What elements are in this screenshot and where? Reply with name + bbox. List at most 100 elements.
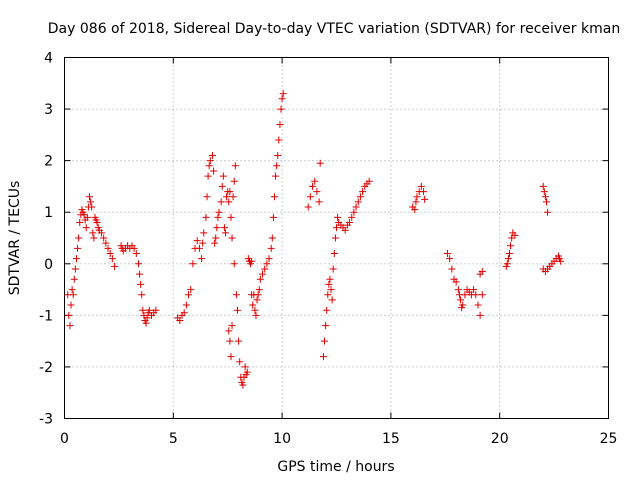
data-point xyxy=(83,213,91,221)
data-point xyxy=(206,157,214,165)
data-point xyxy=(261,265,269,273)
data-point xyxy=(176,317,184,325)
y-tick-label: 1 xyxy=(44,205,53,221)
data-point xyxy=(88,203,96,211)
data-points xyxy=(64,90,565,389)
data-point xyxy=(134,260,142,268)
data-point xyxy=(454,286,462,294)
data-point xyxy=(180,309,188,317)
data-point xyxy=(421,195,429,203)
data-point xyxy=(65,311,73,319)
data-point xyxy=(356,193,364,201)
data-point xyxy=(74,244,82,252)
data-point xyxy=(210,167,218,175)
data-point xyxy=(541,193,549,201)
data-point xyxy=(259,270,267,278)
data-point xyxy=(220,224,228,232)
data-point xyxy=(200,229,208,237)
data-point xyxy=(251,306,259,314)
data-point xyxy=(348,213,356,221)
data-point xyxy=(228,322,236,330)
data-point xyxy=(321,337,329,345)
data-point xyxy=(87,198,95,206)
data-point xyxy=(328,296,336,304)
data-point xyxy=(276,121,284,129)
data-point xyxy=(341,226,349,234)
data-point xyxy=(457,296,465,304)
data-point xyxy=(443,249,451,257)
y-tick-label: -1 xyxy=(39,308,53,324)
data-point xyxy=(474,301,482,309)
data-point xyxy=(557,257,565,265)
data-point xyxy=(189,260,197,268)
data-point xyxy=(89,229,97,237)
data-point xyxy=(325,280,333,288)
data-point xyxy=(354,198,362,206)
data-point xyxy=(420,188,428,196)
data-point xyxy=(204,172,212,180)
data-point xyxy=(478,268,486,276)
data-point xyxy=(227,213,235,221)
x-tick-label: 0 xyxy=(60,431,69,447)
data-point xyxy=(269,213,277,221)
data-point xyxy=(253,296,261,304)
data-point xyxy=(319,353,327,361)
data-point xyxy=(270,193,278,201)
data-point xyxy=(198,255,206,263)
y-tick-label: 2 xyxy=(44,154,53,170)
data-point xyxy=(86,193,94,201)
data-point xyxy=(461,291,469,299)
data-point xyxy=(90,234,98,242)
data-point xyxy=(205,162,213,170)
data-point xyxy=(323,306,331,314)
data-point xyxy=(236,358,244,366)
data-point xyxy=(139,306,147,314)
data-point xyxy=(470,286,478,294)
data-point xyxy=(503,260,511,268)
tick-layer xyxy=(64,57,609,419)
data-point xyxy=(142,319,150,327)
data-point xyxy=(316,159,324,167)
data-point xyxy=(278,95,286,103)
data-point xyxy=(478,291,486,299)
data-point xyxy=(145,306,153,314)
data-point xyxy=(268,234,276,242)
y-tick-label: -2 xyxy=(39,360,53,376)
data-point xyxy=(412,198,420,206)
data-point xyxy=(334,213,342,221)
data-point xyxy=(324,291,332,299)
data-point xyxy=(448,265,456,273)
data-point xyxy=(67,301,75,309)
data-point xyxy=(214,213,222,221)
chart-title: Day 086 of 2018, Sidereal Day-to-day VTE… xyxy=(48,21,620,37)
data-point xyxy=(241,363,249,371)
data-point xyxy=(100,234,108,242)
data-point xyxy=(195,244,203,252)
data-point xyxy=(223,193,231,201)
x-tick-labels: 0 5 10 15 20 25 xyxy=(60,431,617,447)
data-point xyxy=(225,198,233,206)
data-point xyxy=(104,244,112,252)
data-point xyxy=(248,257,256,265)
data-point xyxy=(263,260,271,268)
data-point xyxy=(182,301,190,309)
data-point xyxy=(243,368,251,376)
x-tick-label: 10 xyxy=(273,431,291,447)
data-point xyxy=(255,286,263,294)
data-point xyxy=(152,306,160,314)
data-point xyxy=(227,353,235,361)
data-point xyxy=(193,237,201,245)
data-point xyxy=(70,275,78,283)
data-point xyxy=(417,182,425,190)
data-point xyxy=(132,249,140,257)
data-point xyxy=(311,177,319,185)
data-point xyxy=(226,188,234,196)
data-point xyxy=(411,206,419,214)
data-point xyxy=(279,90,287,98)
data-point xyxy=(511,231,519,239)
x-tick-label: 20 xyxy=(491,431,509,447)
data-point xyxy=(274,151,282,159)
data-point xyxy=(265,255,273,263)
data-point xyxy=(215,208,223,216)
